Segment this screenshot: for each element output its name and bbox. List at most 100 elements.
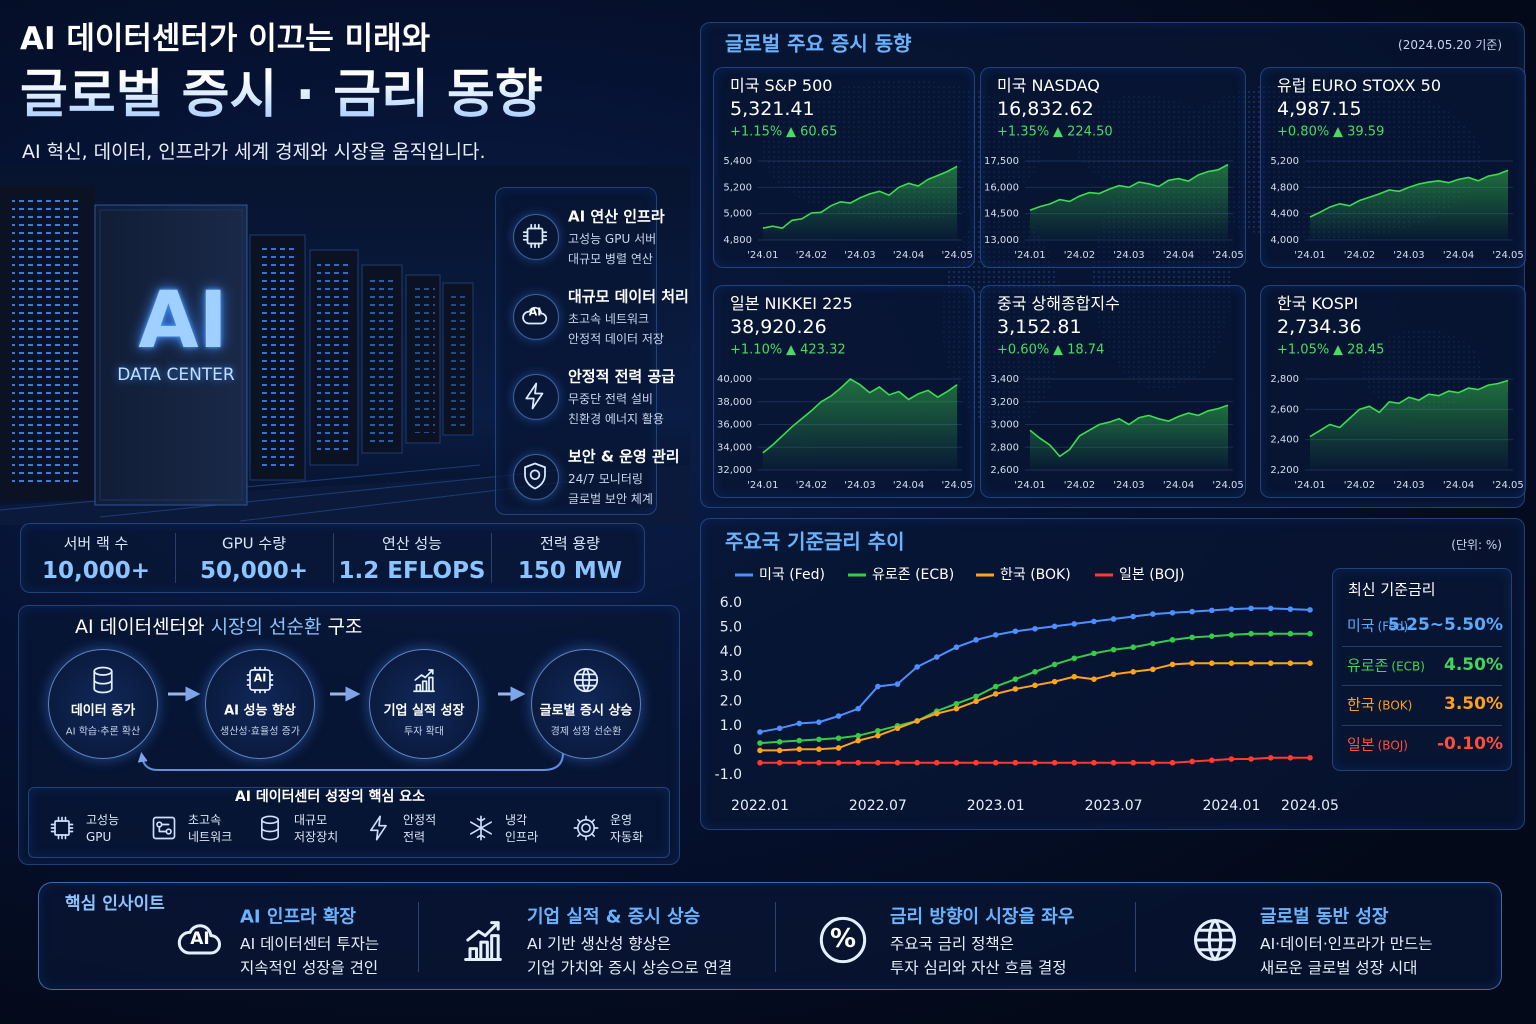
rate-point <box>914 759 920 766</box>
rate-bank: (Fed) <box>1377 619 1409 634</box>
y-tick-label: 4,800 <box>723 235 752 246</box>
rate-point <box>1032 669 1038 675</box>
x-tick-label: '24.03 <box>1393 480 1424 491</box>
rate-point <box>1032 626 1038 632</box>
rate-point <box>757 747 763 754</box>
icon-text: AI <box>528 305 542 319</box>
rate-point <box>1307 755 1313 761</box>
rate-point <box>1267 630 1274 637</box>
y-tick-label: 4,800 <box>1270 182 1299 193</box>
cycle-title-part: AI 데이터센터와 <box>75 616 211 639</box>
rate-point <box>894 759 901 766</box>
card-value: 5,321.41 <box>730 98 815 121</box>
cycle-node-sub: 경제 성장 선순환 <box>550 726 622 738</box>
decor <box>411 285 435 433</box>
market-card: 일본 NIKKEI 225 38,920.26 +1.10% ▲ 423.32 32,0… <box>713 285 975 498</box>
y-tick-label: 32,000 <box>717 465 752 476</box>
change-abs: ▲ 423.32 <box>786 342 846 358</box>
rate-point <box>796 720 803 727</box>
change-pct: +1.05% <box>1277 342 1330 358</box>
title-line-2: 글로벌 증시 · 금리 동향 <box>20 65 543 125</box>
title-line-1: AI 데이터센터가 이끄는 미래와 <box>20 21 431 57</box>
return-arrow <box>137 752 564 771</box>
rate-point <box>796 737 803 744</box>
y-tick-label: 2,800 <box>1270 374 1299 385</box>
decor <box>54 820 70 836</box>
icon <box>177 924 222 955</box>
rate-point <box>1307 630 1313 637</box>
legend-label: 일본 (BOJ) <box>1119 567 1185 583</box>
y-tick-label: 5,000 <box>723 209 752 220</box>
area <box>1309 170 1509 240</box>
card-title: 중국 상해종합지수 <box>997 293 1120 313</box>
rate-point <box>1130 669 1137 675</box>
rate-point <box>953 759 960 766</box>
chart-unit: (단위: %) <box>1451 538 1502 553</box>
cycle-title: AI 데이터센터와 시장의 선순환 구조 <box>75 616 362 639</box>
insight-title: AI 인프라 확장 <box>240 906 356 928</box>
y-tick-label: 16,000 <box>984 182 1019 193</box>
icon <box>573 815 599 841</box>
decor <box>522 223 548 249</box>
separator <box>1342 645 1502 647</box>
rate-point <box>816 736 822 743</box>
rate-point <box>1071 621 1078 627</box>
stat-label: 연산 성능 <box>382 534 442 553</box>
rate-point <box>1110 646 1117 653</box>
separator <box>491 533 492 583</box>
x-tick-label: '24.02 <box>1064 250 1095 261</box>
legend-label: 미국 (Fed) <box>759 567 825 583</box>
cycle-node-title: 데이터 증가 <box>70 703 136 719</box>
rate-point <box>1169 661 1176 668</box>
rate-point <box>757 729 763 735</box>
card-value: 38,920.26 <box>730 316 827 339</box>
rate-country: 일본 <box>1347 734 1375 753</box>
feature-title: 안정적 전력 공급 <box>568 367 676 386</box>
separator <box>1135 902 1136 972</box>
y-tick-label: 3,400 <box>990 374 1019 385</box>
rate-point <box>816 746 822 752</box>
decor <box>158 823 170 833</box>
icon-circle <box>513 454 559 500</box>
decor <box>529 469 541 480</box>
y-tick-label: 2,600 <box>1270 404 1299 415</box>
separator <box>1342 685 1502 686</box>
rate-point <box>1287 606 1294 612</box>
rate-point <box>816 719 822 725</box>
cycle-node-sub: 생산성·효율성 증가 <box>220 726 300 738</box>
rate-point <box>776 759 783 766</box>
x-tick-label: '24.05 <box>1212 480 1243 491</box>
key-element-line: 대규모 <box>294 813 328 828</box>
icon <box>413 669 435 693</box>
insight-line: 주요국 금리 정책은 <box>890 935 1014 954</box>
decor <box>1193 918 1237 962</box>
rate-point <box>933 710 940 717</box>
price-line <box>1309 379 1509 438</box>
decor <box>573 667 599 693</box>
decor <box>447 291 467 427</box>
key-element-line: GPU <box>86 830 112 845</box>
x-tick-label: '24.04 <box>1443 480 1474 491</box>
insight-line: 새로운 글로벌 성장 시대 <box>1260 959 1418 978</box>
rate-value: 4.50% <box>1444 654 1503 675</box>
icon <box>261 815 279 841</box>
change-pct: +0.60% <box>997 342 1050 358</box>
x-tick-label: '24.02 <box>1344 480 1375 491</box>
decor <box>12 200 82 485</box>
rate-point <box>1248 605 1254 612</box>
stat-value: 150 MW <box>517 557 623 584</box>
x-tick-label: 2024.01 <box>1202 798 1260 814</box>
insight-title: 기업 실적 & 증시 상승 <box>527 906 701 928</box>
rate-point <box>1169 637 1176 643</box>
mini-chart: 2,200 2,400 2,600 2,800 '24.01 '24.02 '24.03 '2… <box>1270 374 1523 491</box>
rate-point <box>1130 644 1137 651</box>
x-tick-label: '24.05 <box>1492 480 1523 491</box>
cycle-node <box>369 649 479 759</box>
rate-point <box>1032 682 1038 689</box>
price-line <box>1029 163 1229 211</box>
x-tick-label: '24.01 <box>1294 250 1325 261</box>
change-abs: ▲ 39.59 <box>1333 124 1385 140</box>
rate-point <box>894 725 901 732</box>
rate-point <box>1267 605 1274 612</box>
feature-line: 글로벌 보안 체계 <box>568 492 653 507</box>
